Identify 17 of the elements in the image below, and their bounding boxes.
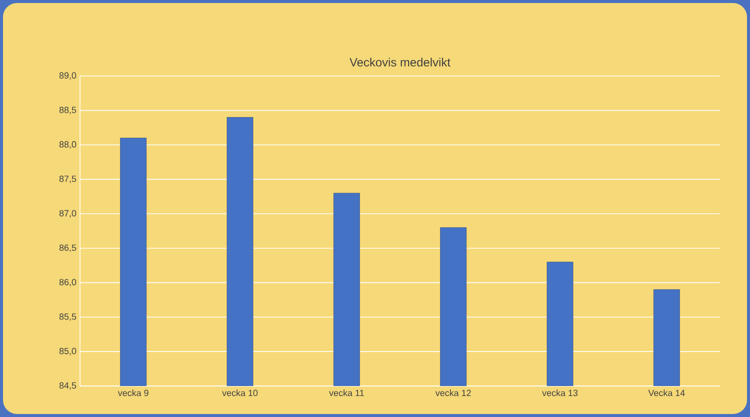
y-tick-label: 85,0 (59, 348, 76, 356)
y-tick-label: 88,5 (59, 106, 76, 114)
y-tick-label: 86,0 (59, 278, 76, 286)
y-tick-label: 85,5 (59, 313, 76, 321)
x-tick-label: Vecka 14 (648, 390, 685, 396)
x-tick-label: vecka 12 (435, 390, 471, 396)
y-tick-label: 84,5 (59, 382, 76, 390)
y-tick-label: 89,0 (59, 72, 76, 80)
x-tick-label: vecka 11 (329, 390, 364, 396)
y-tick-label: 87,0 (59, 210, 76, 218)
x-tick-label: vecka 13 (542, 390, 578, 396)
y-tick-label: 86,5 (59, 244, 76, 252)
y-tick-label: 87,5 (59, 176, 76, 184)
x-tick-label: vecka 9 (118, 390, 148, 396)
y-tick-label: 88,0 (59, 141, 76, 149)
x-tick-label: vecka 10 (222, 390, 258, 396)
chart-title: Veckovis medelvikt (350, 58, 450, 66)
